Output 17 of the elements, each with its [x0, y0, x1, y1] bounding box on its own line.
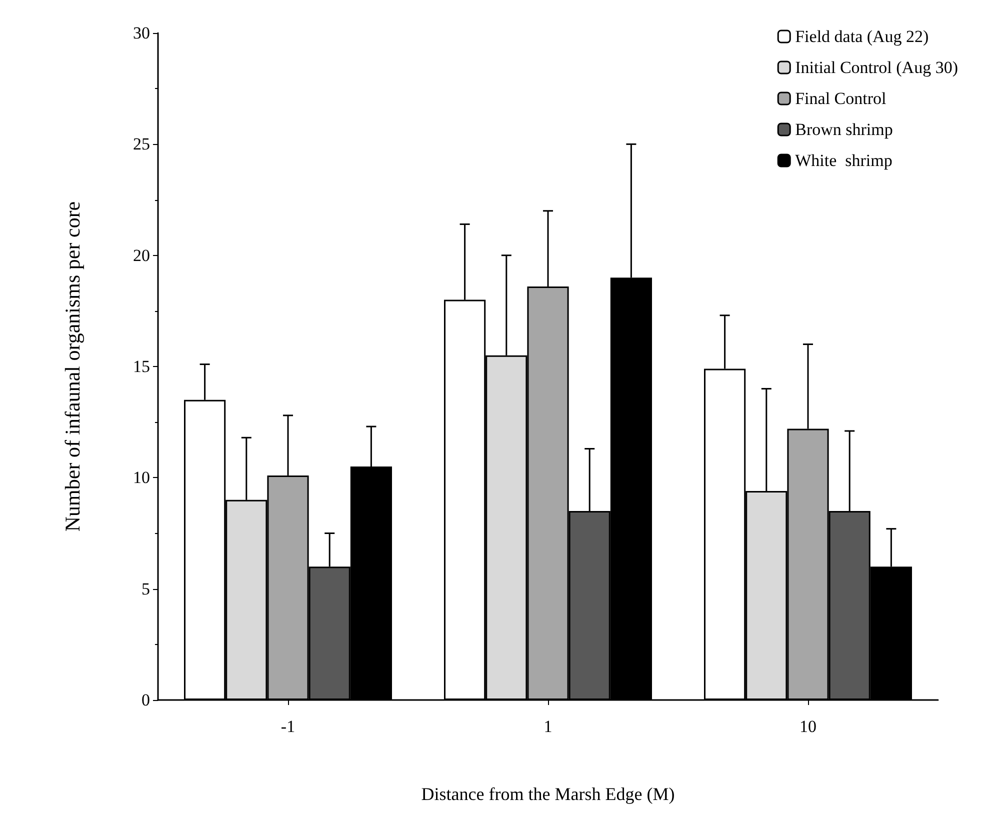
- y-tick-label: 20: [133, 246, 150, 265]
- y-tick-label: 30: [133, 24, 150, 42]
- y-tick-label: 15: [133, 357, 150, 376]
- x-tick-label: -1: [280, 717, 296, 736]
- legend-label: White shrimp: [795, 151, 892, 170]
- y-axis-title: Number of infaunal organisms per core: [60, 201, 84, 532]
- y-tick-label: 25: [133, 134, 150, 154]
- x-tick-label: 10: [800, 717, 816, 736]
- legend-label: Brown shrimp: [795, 120, 893, 139]
- y-tick-label: 10: [133, 468, 150, 488]
- y-tick-label: 5: [142, 579, 150, 598]
- legend-label: Initial Control (Aug 30): [795, 58, 958, 77]
- legend-label: Final Control: [795, 89, 887, 108]
- y-tick-label: 0: [142, 690, 150, 710]
- x-axis-title: Distance from the Marsh Edge (M): [421, 784, 675, 804]
- x-tick-label: 1: [544, 717, 552, 736]
- legend-label: Field data (Aug 22): [795, 27, 929, 46]
